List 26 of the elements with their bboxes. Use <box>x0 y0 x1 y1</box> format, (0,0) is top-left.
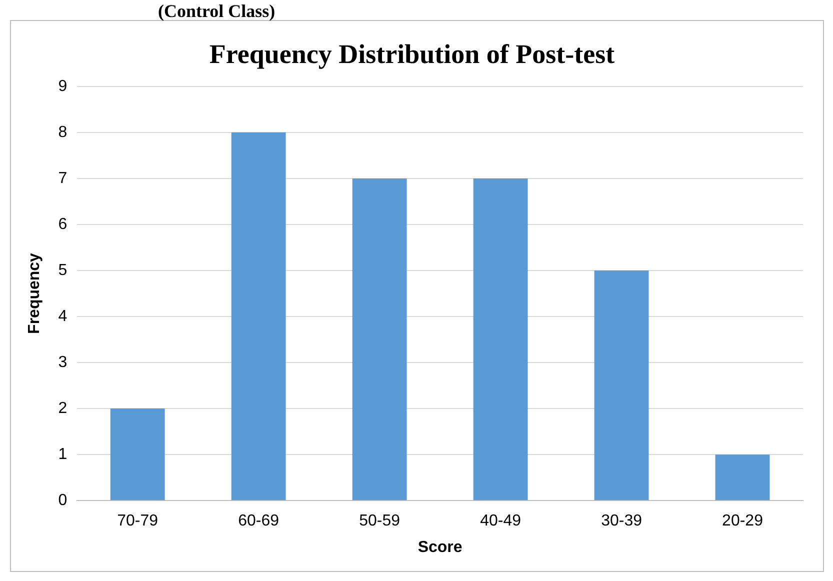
x-tick-label: 30-39 <box>601 512 642 530</box>
y-tick-label: 4 <box>58 308 68 325</box>
text: (Control Class) <box>158 1 276 21</box>
y-tick-label: 3 <box>58 354 68 371</box>
bar <box>473 178 528 500</box>
y-tick-label: 6 <box>58 216 68 233</box>
y-axis-title: Frequency <box>26 252 44 334</box>
y-tick-label: 5 <box>58 262 68 279</box>
y-tick-label: 7 <box>58 170 68 187</box>
x-tick-label: 40-49 <box>480 512 522 530</box>
bar <box>231 132 286 500</box>
bar <box>110 408 165 500</box>
bar <box>352 178 407 500</box>
y-tick-label: 9 <box>58 78 68 95</box>
y-tick-label: 1 <box>58 446 68 463</box>
x-axis-title: Score <box>418 538 462 556</box>
x-tick-label: 70-79 <box>117 512 158 530</box>
x-tick-label: 50-59 <box>359 512 400 530</box>
bar <box>715 454 770 500</box>
bar <box>594 270 649 500</box>
y-tick-label: 8 <box>58 124 68 141</box>
chart-title: Frequency Distribution of Post-test <box>209 39 615 70</box>
y-tick-label: 0 <box>58 492 68 510</box>
x-tick-label: 60-69 <box>238 512 280 530</box>
x-tick-label: 20-29 <box>722 512 764 530</box>
y-tick-label: 2 <box>58 400 68 417</box>
